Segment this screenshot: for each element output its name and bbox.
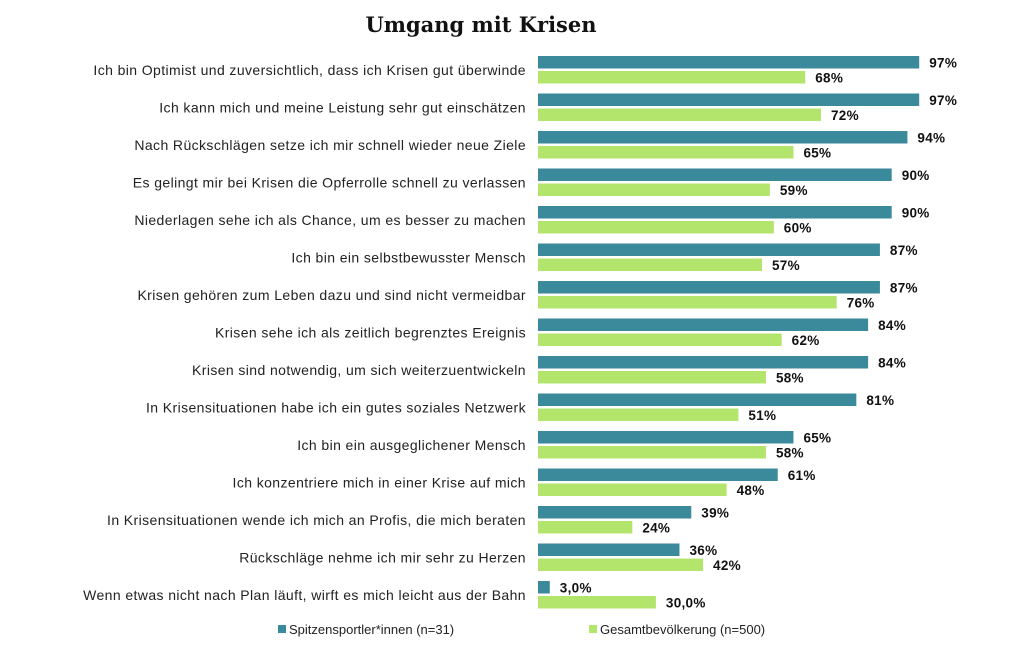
data-label: 90% — [902, 168, 930, 183]
data-label: 30,0% — [666, 596, 706, 611]
data-label: 84% — [878, 318, 906, 333]
bar-gesamtbevoelkerung — [538, 596, 656, 609]
legend-swatch — [278, 625, 286, 633]
data-label: 60% — [784, 221, 812, 236]
legend-label: Spitzensportler*innen (n=31) — [289, 622, 454, 637]
category-label: Ich kann mich und meine Leistung sehr gu… — [159, 100, 526, 116]
data-label: 97% — [929, 93, 957, 108]
category-label: In Krisensituationen habe ich ein gutes … — [146, 400, 527, 416]
data-label: 81% — [866, 393, 894, 408]
category-label: Rückschläge nehme ich mir sehr zu Herzen — [239, 550, 526, 566]
data-label: 87% — [890, 243, 918, 258]
bar-spitzensportler — [538, 206, 892, 219]
chart-title: Umgang mit Krisen — [365, 12, 596, 37]
data-label: 87% — [890, 281, 918, 296]
bar-spitzensportler — [538, 93, 920, 106]
legend-label: Gesamtbevölkerung (n=500) — [600, 622, 765, 637]
data-label: 76% — [847, 296, 875, 311]
data-label: 65% — [803, 146, 831, 161]
data-label: 61% — [788, 468, 816, 483]
category-label: Krisen sehe ich als zeitlich begrenztes … — [215, 325, 526, 341]
bar-spitzensportler — [538, 393, 857, 406]
data-label: 3,0% — [560, 581, 592, 596]
bar-spitzensportler — [538, 281, 880, 294]
category-label: Krisen sind notwendig, um sich weiterzue… — [192, 362, 526, 378]
bar-gesamtbevoelkerung — [538, 483, 727, 496]
bar-spitzensportler — [538, 168, 892, 181]
data-label: 68% — [815, 71, 843, 86]
bar-spitzensportler — [538, 431, 794, 444]
bar-gesamtbevoelkerung — [538, 221, 774, 234]
bar-spitzensportler — [538, 131, 908, 144]
category-label: Krisen gehören zum Leben dazu und sind n… — [137, 287, 526, 303]
category-label: Es gelingt mir bei Krisen die Opferrolle… — [133, 175, 526, 191]
bar-spitzensportler — [538, 506, 692, 519]
data-label: 90% — [902, 206, 930, 221]
data-label: 62% — [792, 333, 820, 348]
bar-gesamtbevoelkerung — [538, 183, 770, 196]
category-label: Nach Rückschlägen setze ich mir schnell … — [134, 137, 526, 153]
data-label: 39% — [701, 506, 729, 521]
legend-swatch — [589, 625, 597, 633]
bar-gesamtbevoelkerung — [538, 558, 704, 571]
category-label: Ich konzentriere mich in einer Krise auf… — [233, 475, 526, 491]
bar-spitzensportler — [538, 318, 869, 331]
data-label: 36% — [689, 543, 717, 558]
category-label: Ich bin ein selbstbewusster Mensch — [291, 250, 526, 266]
bar-spitzensportler — [538, 56, 920, 69]
data-label: 58% — [776, 371, 804, 386]
bar-spitzensportler — [538, 543, 680, 556]
category-label: Wenn etwas nicht nach Plan läuft, wirft … — [83, 587, 526, 603]
category-label: Niederlagen sehe ich als Chance, um es b… — [134, 212, 526, 228]
category-label: In Krisensituationen wende ich mich an P… — [107, 512, 526, 528]
bar-gesamtbevoelkerung — [538, 71, 806, 84]
bar-gesamtbevoelkerung — [538, 521, 633, 534]
bar-spitzensportler — [538, 243, 880, 256]
data-label: 42% — [713, 558, 741, 573]
category-label: Ich bin ein ausgeglichener Mensch — [297, 437, 526, 453]
bar-gesamtbevoelkerung — [538, 333, 782, 346]
category-label: Ich bin Optimist und zuversichtlich, das… — [93, 62, 526, 78]
data-label: 57% — [772, 258, 800, 273]
bar-gesamtbevoelkerung — [538, 258, 763, 271]
data-label: 65% — [803, 431, 831, 446]
bar-spitzensportler — [538, 581, 550, 594]
bar-gesamtbevoelkerung — [538, 408, 739, 421]
data-label: 84% — [878, 356, 906, 371]
data-label: 97% — [929, 56, 957, 71]
bar-gesamtbevoelkerung — [538, 446, 766, 459]
data-label: 51% — [748, 408, 776, 423]
data-label: 94% — [917, 131, 945, 146]
bar-gesamtbevoelkerung — [538, 146, 794, 159]
bar-gesamtbevoelkerung — [538, 296, 837, 309]
bar-gesamtbevoelkerung — [538, 108, 821, 121]
bar-spitzensportler — [538, 468, 778, 481]
data-label: 24% — [642, 521, 670, 536]
bar-spitzensportler — [538, 356, 869, 369]
data-label: 48% — [737, 483, 765, 498]
data-label: 58% — [776, 446, 804, 461]
data-label: 72% — [831, 108, 859, 123]
bar-gesamtbevoelkerung — [538, 371, 766, 384]
data-label: 59% — [780, 183, 808, 198]
